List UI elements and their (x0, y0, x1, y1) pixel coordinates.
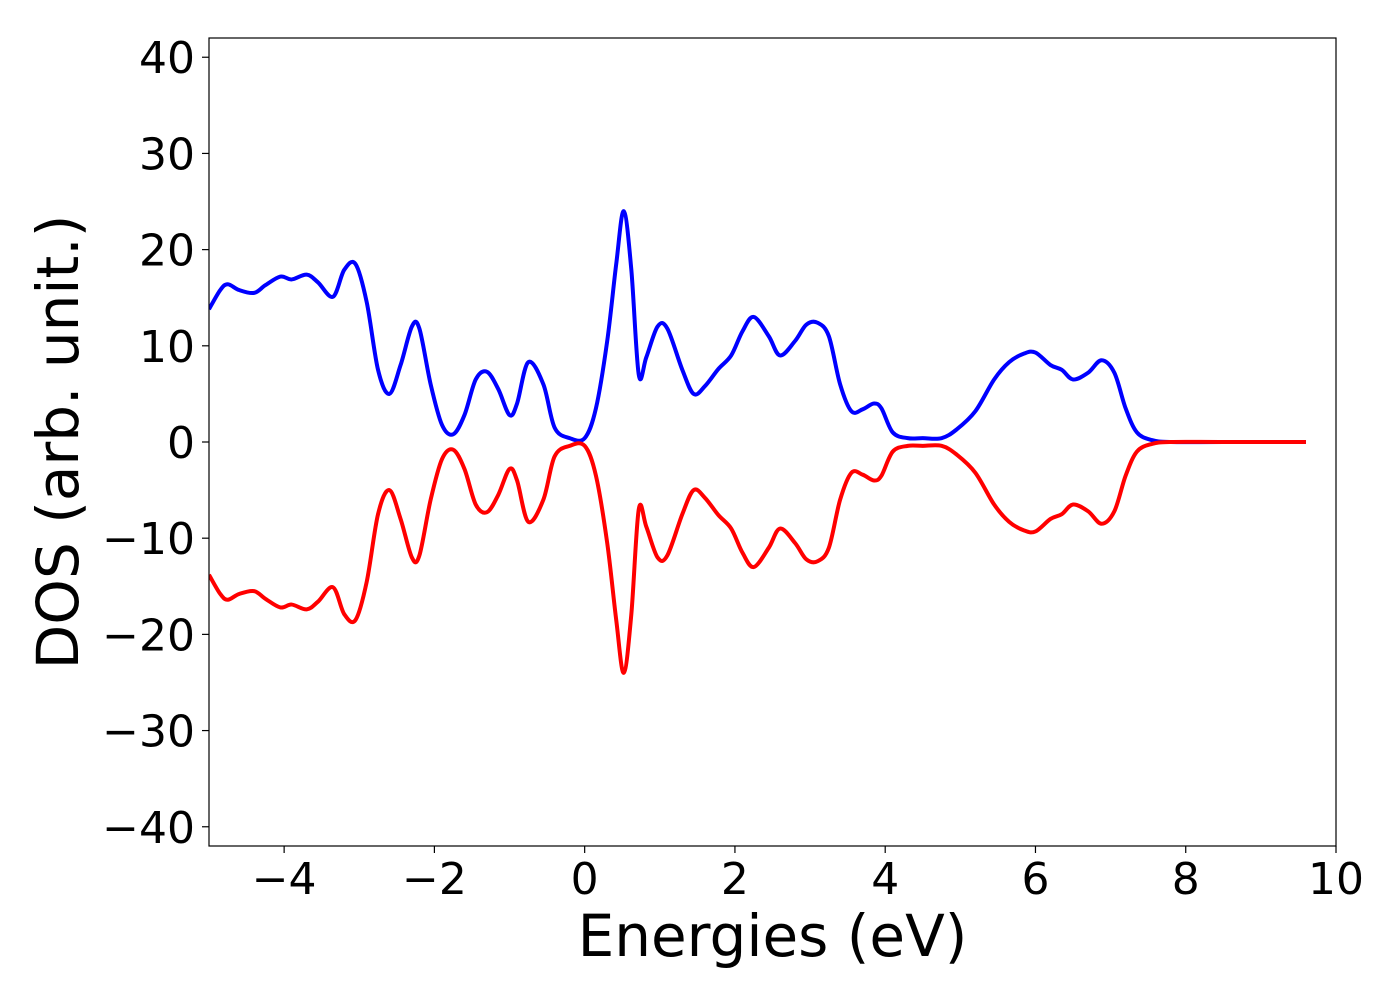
y-tick-label: 10 (139, 322, 195, 373)
y-tick-label: 40 (139, 33, 195, 84)
series-layer (209, 209, 1306, 675)
y-tick-label: −20 (102, 610, 195, 661)
x-tick-label: −4 (252, 854, 317, 905)
x-tick-label: 6 (1021, 854, 1049, 905)
y-tick-label: −10 (102, 514, 195, 565)
y-tick-label: −40 (102, 803, 195, 854)
y-tick-label: 30 (139, 129, 195, 180)
y-tick-label: −30 (102, 707, 195, 758)
x-tick-label: 0 (571, 854, 599, 905)
x-tick-label: 2 (721, 854, 749, 905)
x-tick-label: 10 (1308, 854, 1364, 905)
x-tick-label: −2 (402, 854, 467, 905)
y-tick-label: 0 (167, 418, 195, 469)
series-line-1 (209, 439, 1306, 675)
y-axis-title: DOS (arb. unit.) (24, 215, 92, 670)
y-tick-label: 20 (139, 226, 195, 277)
x-tick-label: 8 (1172, 854, 1200, 905)
series-line-0 (209, 209, 1306, 445)
x-axis-title: Energies (eV) (578, 902, 968, 970)
x-tick-label: 4 (871, 854, 899, 905)
